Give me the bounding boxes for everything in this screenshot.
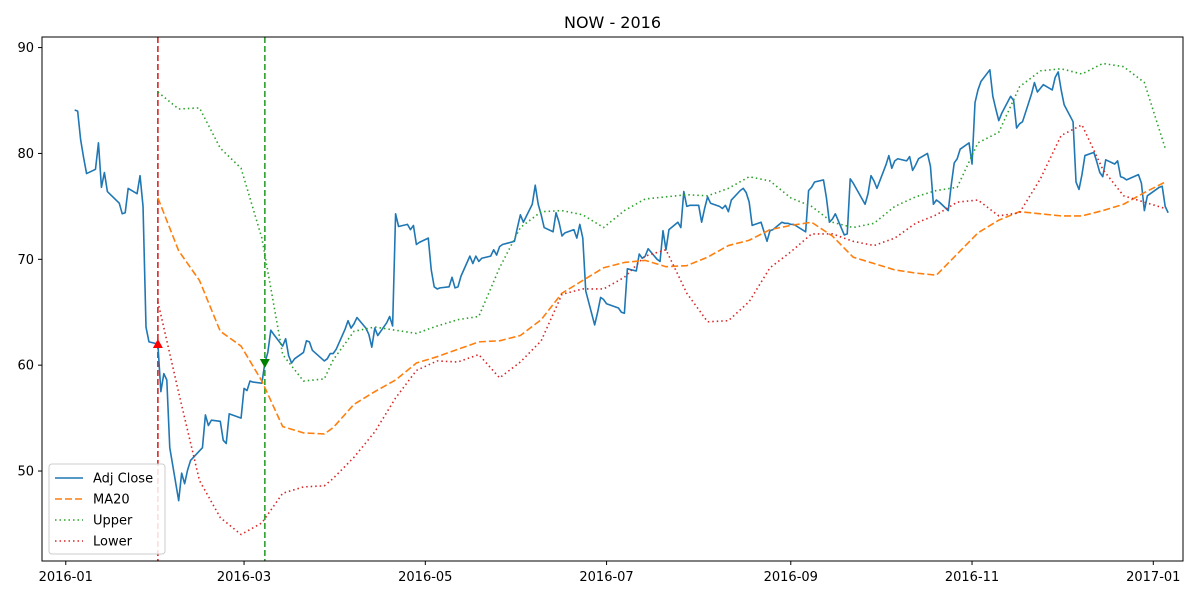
x-tick-label: 2016-07 (579, 570, 633, 585)
y-axis: 50 60 70 80 90 (17, 41, 42, 480)
y-tick-label: 90 (17, 41, 34, 56)
x-tick-label: 2017-01 (1126, 570, 1180, 585)
y-tick-label: 80 (17, 147, 34, 162)
legend-box (48, 463, 166, 555)
y-tick-label: 60 (17, 359, 34, 374)
plot-frame (41, 36, 1184, 562)
y-tick-label: 50 (17, 465, 34, 480)
x-tick-label: 2016-11 (945, 570, 999, 585)
buy-signal-marker (152, 338, 163, 348)
legend-label-ma20: MA20 (93, 493, 130, 508)
x-tick-label: 2016-01 (39, 570, 93, 585)
legend-label-adj-close: Adj Close (93, 472, 153, 487)
series-ma20-line (157, 181, 1166, 435)
chart-title: NOW - 2016 (564, 13, 661, 32)
series-upper-line (157, 62, 1166, 382)
x-tick-label: 2016-09 (764, 570, 818, 585)
legend: Adj Close MA20 Upper Lower (48, 463, 166, 555)
x-tick-label: 2016-05 (398, 570, 452, 585)
legend-label-upper: Upper (93, 514, 133, 529)
y-tick-label: 70 (17, 253, 34, 268)
series-adj-close-line (74, 69, 1169, 502)
x-axis: 2016-01 2016-03 2016-05 2016-07 2016-09 2016-… (39, 561, 1180, 585)
legend-label-lower: Lower (93, 535, 133, 550)
sell-signal-marker (259, 359, 270, 369)
x-tick-label: 2016-03 (217, 570, 271, 585)
